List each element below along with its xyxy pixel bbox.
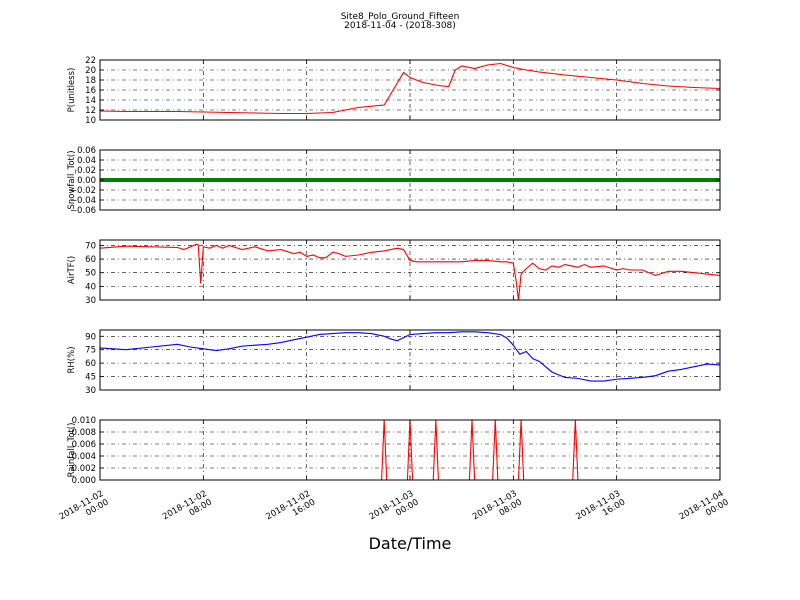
y-tick-label: −0.06	[70, 206, 96, 216]
series-line-3	[99, 243, 721, 301]
y-tick-label: 0.010	[72, 416, 96, 426]
y-tick-label: 50	[85, 269, 96, 279]
y-axis-label-1: P(unitless)	[67, 68, 77, 113]
y-tick-label: 90	[85, 332, 96, 342]
y-tick-label: 10	[85, 116, 96, 126]
y-tick-label: 30	[85, 386, 96, 396]
y-tick-label: 0.04	[77, 156, 96, 166]
y-tick-label: 0.06	[77, 146, 96, 156]
y-tick-label: −0.04	[70, 196, 96, 206]
y-axis-label-4: RH(%)	[67, 346, 77, 373]
y-tick-label: 45	[85, 373, 96, 383]
series-line-1	[99, 62, 721, 115]
y-tick-label: −0.02	[70, 186, 96, 196]
y-axis-label-5: Rainfall_Tot()	[67, 423, 77, 478]
y-axis-label-3: AirTF()	[67, 256, 77, 284]
y-tick-label: 16	[85, 86, 96, 96]
series-line-4	[99, 331, 721, 382]
y-tick-label: 0.00	[77, 176, 96, 186]
y-tick-label: 22	[85, 56, 96, 66]
y-tick-label: 20	[85, 66, 96, 76]
y-tick-label: 18	[85, 76, 96, 86]
y-tick-label: 0.02	[77, 166, 96, 176]
y-tick-label: 14	[85, 96, 96, 106]
y-tick-label: 30	[85, 296, 96, 306]
x-axis-label: Date/Time	[368, 534, 452, 553]
figure-subtitle: 2018-11-04 - (2018-308)	[344, 21, 456, 31]
figure-title: Site8_Polo_Ground_Fifteen	[340, 12, 460, 22]
y-tick-label: 0.006	[72, 440, 96, 450]
y-tick-label: 0.000	[72, 476, 96, 486]
y-tick-label: 60	[85, 255, 96, 265]
y-tick-label: 60	[85, 359, 96, 369]
y-tick-label: 0.002	[72, 464, 96, 474]
y-tick-label: 12	[85, 106, 96, 116]
y-tick-label: 75	[85, 346, 96, 356]
y-tick-label: 0.008	[72, 428, 96, 438]
y-tick-label: 0.004	[72, 452, 96, 462]
y-tick-label: 70	[85, 241, 96, 251]
y-tick-label: 40	[85, 282, 96, 292]
y-axis-label-2: Snowfall_Tot()	[67, 150, 77, 209]
